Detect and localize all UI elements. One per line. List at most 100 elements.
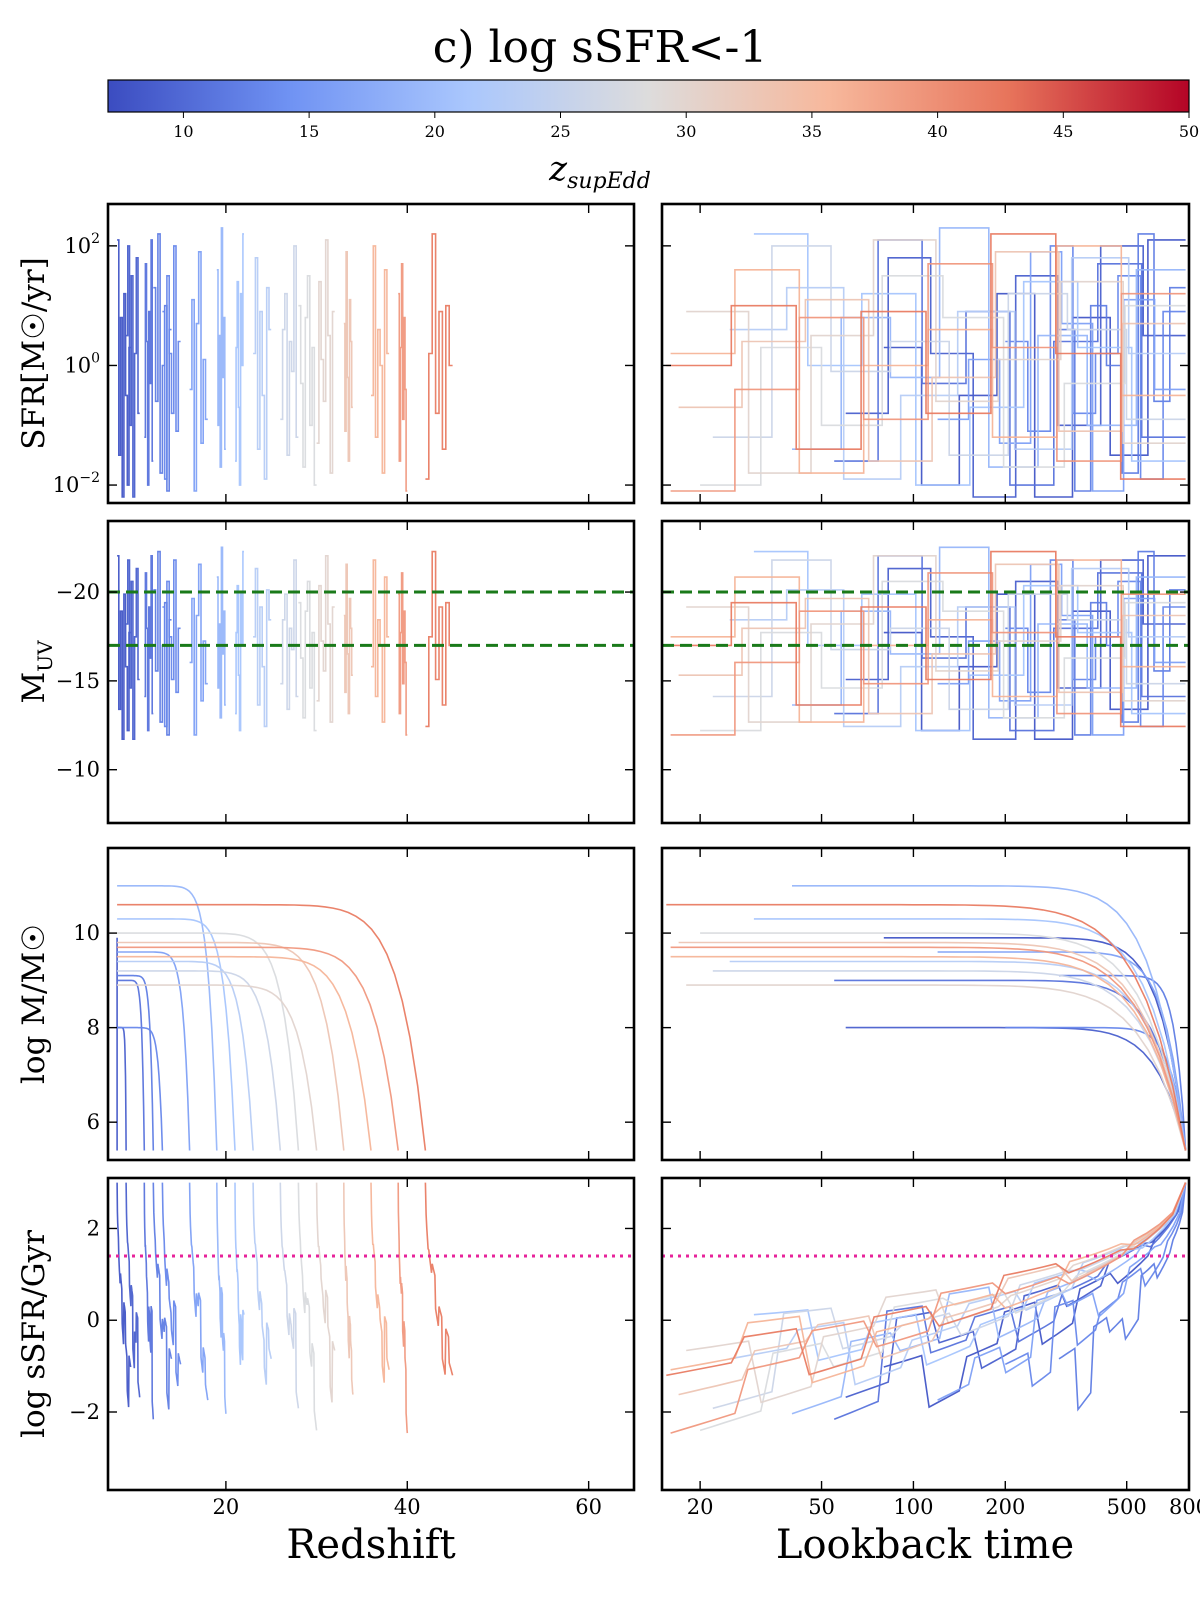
series-group [117, 546, 453, 740]
y-tick-label: 0 [87, 1308, 100, 1332]
series-line-zsupedd-23 [729, 1182, 1187, 1386]
series-line-zsupedd-23 [253, 257, 272, 480]
series-line-zsupedd-42 [425, 550, 453, 728]
y-axis-label-text: log sSFR/Gyr [16, 1230, 52, 1438]
colorbar-tick-label: 50 [1179, 122, 1199, 141]
series-line-zsupedd-8 [117, 239, 131, 498]
series-line-zsupedd-23 [729, 257, 1186, 480]
colorbar-tick-label: 45 [1053, 122, 1073, 141]
y-axis-label-sub: UV [33, 640, 57, 672]
series-line-zsupedd-8 [116, 1182, 132, 1408]
y-axis-label-text: M [16, 672, 52, 704]
panel-frame [660, 519, 1191, 825]
panel-background [108, 848, 634, 1160]
y-tick-label: 6 [87, 1110, 100, 1134]
panel-mass-lookback [660, 846, 1191, 1162]
colorbar-tick-label: 35 [802, 122, 822, 141]
x-tick-label: 40 [394, 1495, 421, 1519]
panel-frame [660, 202, 1191, 505]
series-line-zsupedd-28 [298, 580, 317, 732]
series-line-zsupedd-23 [729, 960, 1187, 1151]
series-line-zsupedd-16 [937, 951, 1187, 1151]
series-line-zsupedd-39 [117, 946, 399, 1151]
series-group [117, 227, 453, 498]
series-line-zsupedd-21 [753, 233, 1186, 486]
series-line-zsupedd-23 [253, 567, 272, 728]
series-line-zsupedd-21 [117, 918, 236, 1151]
series-line-zsupedd-16 [117, 951, 191, 1151]
y-tick-label: 10 [73, 921, 100, 945]
x-tick-label: 60 [575, 1495, 602, 1519]
series-line-zsupedd-11 [144, 239, 154, 486]
series-line-zsupedd-21 [234, 1182, 245, 1365]
series-line-zsupedd-19 [117, 885, 218, 1151]
y-tick-label: −10 [56, 758, 100, 782]
series-line-zsupedd-42 [666, 550, 1186, 728]
series-line-zsupedd-26 [712, 970, 1187, 1151]
x-tick-label: 800 [1169, 1495, 1200, 1519]
y-tick-label: 2 [87, 1216, 100, 1240]
series-line-zsupedd-42 [424, 1182, 454, 1376]
series-line-zsupedd-28 [700, 275, 1186, 486]
series-line-zsupedd-33 [117, 941, 345, 1151]
series-line-zsupedd-42 [117, 903, 427, 1151]
series-line-zsupedd-33 [678, 1182, 1187, 1396]
series-line-zsupedd-28 [699, 1182, 1187, 1432]
series-line-zsupedd-26 [117, 970, 282, 1151]
series-line-zsupedd-19 [791, 1182, 1187, 1415]
series-line-zsupedd-30 [315, 1182, 336, 1403]
y-axis-label-ssfr: log sSFR/Gyr [16, 1230, 52, 1438]
y-axis-label-mass: log M/M☉ [16, 924, 52, 1084]
series-line-zsupedd-9 [126, 245, 140, 498]
x-tick-label: 50 [808, 1495, 835, 1519]
colorbar-tick-label: 25 [550, 122, 570, 141]
series-line-zsupedd-39 [398, 263, 408, 492]
series-line-zsupedd-8 [883, 1182, 1187, 1409]
series-line-zsupedd-36 [670, 1182, 1187, 1384]
x-tick-label: 20 [687, 1495, 714, 1519]
series-line-zsupedd-26 [712, 1182, 1187, 1410]
x-tick-label: 500 [1107, 1495, 1147, 1519]
series-line-zsupedd-19 [792, 227, 1186, 468]
series-line-zsupedd-13 [162, 559, 181, 728]
series-line-zsupedd-19 [792, 885, 1187, 1151]
panel-grid: 10210010−2SFR[M☉/yr]−10−15−20MUV6810log … [16, 202, 1200, 1519]
series-line-zsupedd-12 [117, 974, 155, 1151]
series-line-zsupedd-39 [398, 572, 408, 736]
series-line-zsupedd-26 [280, 559, 299, 711]
series-line-zsupedd-13 [162, 245, 181, 480]
series-line-zsupedd-42 [666, 903, 1187, 1151]
y-tick-label: 100 [64, 350, 100, 377]
series-line-zsupedd-13 [161, 1182, 182, 1387]
colorbar-label: zsupEdd [548, 149, 651, 194]
series-line-zsupedd-19 [792, 546, 1186, 719]
panel-background [108, 521, 634, 823]
x-tick-label: 20 [213, 1495, 240, 1519]
colorbar-label-main: z [548, 149, 568, 189]
y-tick-label: −15 [56, 669, 100, 693]
colorbar-bar [107, 79, 1190, 113]
series-line-zsupedd-19 [216, 546, 226, 719]
series-line-zsupedd-30 [316, 555, 335, 723]
series-line-zsupedd-8 [117, 555, 131, 740]
panel-muv-lookback [660, 519, 1191, 825]
series-line-zsupedd-30 [316, 239, 335, 474]
panel-frame [106, 1176, 636, 1492]
series-line-zsupedd-12 [153, 233, 172, 492]
colorbar-tick-label: 15 [299, 122, 319, 141]
series-line-zsupedd-13 [117, 1026, 164, 1151]
panel-background [108, 1178, 634, 1490]
colorbar-tick-label: 20 [425, 122, 445, 141]
series-line-zsupedd-26 [712, 245, 1186, 456]
y-tick-label: 8 [87, 1016, 100, 1040]
series-line-zsupedd-39 [397, 1182, 409, 1434]
series-line-zsupedd-36 [370, 1182, 390, 1383]
series-group [116, 1182, 454, 1434]
series-line-zsupedd-9 [125, 1182, 141, 1398]
series-line-zsupedd-11 [144, 555, 154, 732]
series-line-zsupedd-23 [117, 960, 254, 1151]
y-tick-label: 10−2 [53, 470, 100, 497]
series-line-zsupedd-39 [670, 263, 1186, 492]
colorbar-tick-label: 30 [676, 122, 696, 141]
